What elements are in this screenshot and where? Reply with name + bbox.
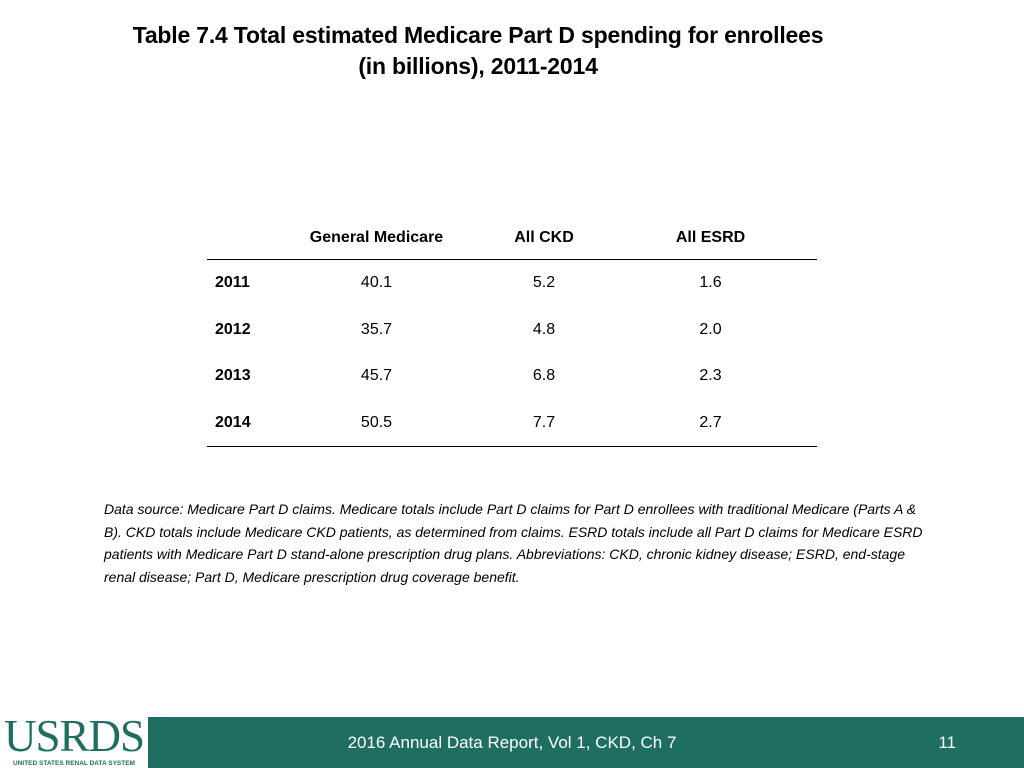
row-year: 2012 (215, 320, 251, 338)
row-year: 2014 (207, 399, 269, 447)
cell-all-esrd: 1.6 (699, 274, 722, 292)
spending-table: General Medicare All CKD All ESRD 2011 4… (207, 217, 817, 447)
column-header-general-medicare: General Medicare (269, 217, 484, 260)
cell-all-ckd: 4.8 (532, 320, 556, 338)
column-header-all-esrd: All ESRD (604, 217, 817, 260)
cell-general-medicare: 35.7 (360, 320, 393, 338)
cell-all-esrd: 2.7 (604, 399, 817, 447)
slide-title: Table 7.4 Total estimated Medicare Part … (0, 20, 956, 82)
page-number: 11 (938, 733, 956, 752)
column-header-year (207, 217, 269, 260)
cell-general-medicare: 40.1 (360, 274, 393, 292)
column-header-all-ckd: All CKD (484, 217, 604, 260)
cell-all-ckd: 6.8 (532, 367, 556, 385)
table-row: 2014 50.5 7.7 2.7 (207, 399, 817, 447)
table-row: 2012 35.7 4.8 2.0 (207, 307, 817, 354)
cell-general-medicare: 45.7 (360, 367, 393, 385)
cell-all-ckd: 7.7 (484, 399, 604, 447)
table-row: 2011 40.1 5.2 1.6 (207, 260, 817, 307)
cell-all-ckd: 5.2 (532, 274, 556, 292)
data-source-footnote: Data source: Medicare Part D claims. Med… (104, 501, 923, 585)
cell-all-esrd: 2.3 (699, 367, 722, 385)
table-row: 2013 45.7 6.8 2.3 (207, 353, 817, 400)
footer-bar: 2016 Annual Data Report, Vol 1, CKD, Ch … (148, 717, 1024, 768)
logo-wordmark: USRDS (3, 711, 145, 761)
table-header-row: General Medicare All CKD All ESRD (207, 217, 817, 260)
cell-general-medicare: 50.5 (269, 399, 484, 447)
logo-subtitle: UNITED STATES RENAL DATA SYSTEM (13, 760, 135, 767)
cell-all-esrd: 2.0 (699, 320, 722, 338)
slide-title-line-1: Table 7.4 Total estimated Medicare Part … (132, 22, 824, 48)
row-year: 2013 (215, 367, 251, 385)
slide-title-line-2: (in billions), 2011-2014 (358, 53, 598, 79)
usrds-logo: USRDS UNITED STATES RENAL DATA SYSTEM (0, 713, 148, 768)
row-year: 2011 (215, 274, 250, 292)
footer-report-title: 2016 Annual Data Report, Vol 1, CKD, Ch … (347, 733, 677, 752)
